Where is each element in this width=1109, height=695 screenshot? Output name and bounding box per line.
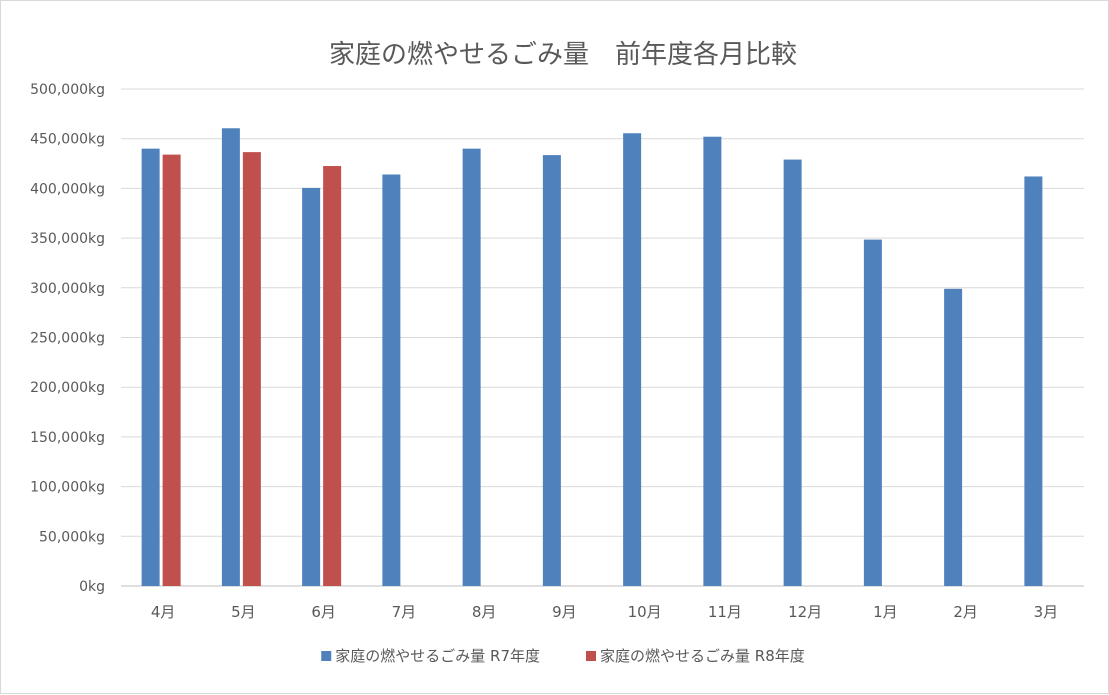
bar-series-1-5: [462, 148, 481, 586]
y-tick-label: 200,000kg: [30, 380, 105, 396]
bar-series-1-1: [141, 148, 160, 586]
chart-title: 家庭の燃やせるごみ量 前年度各月比較: [329, 40, 797, 70]
bar-series-1-4: [382, 174, 401, 586]
bar-series-1-3: [302, 187, 321, 586]
bar-series-2-3: [323, 166, 342, 586]
bar-series-1-10: [863, 239, 882, 586]
bars: [141, 128, 1043, 587]
legend-label: 家庭の燃やせるごみ量 R7年度: [335, 647, 540, 665]
y-tick-label: 350,000kg: [30, 231, 105, 247]
y-tick-label: 400,000kg: [30, 181, 105, 197]
y-tick-label: 100,000kg: [30, 480, 105, 496]
y-tick-label: 150,000kg: [30, 430, 105, 446]
y-tick-label: 50,000kg: [39, 529, 105, 545]
bar-series-1-6: [542, 155, 561, 586]
y-tick-label: 250,000kg: [30, 331, 105, 347]
legend-item: 家庭の燃やせるごみ量 R7年度: [321, 647, 540, 665]
x-tick-label: 10月: [628, 603, 662, 621]
bar-series-2-1: [162, 154, 181, 586]
y-tick-label: 500,000kg: [30, 82, 105, 98]
bar-series-2-2: [242, 152, 261, 586]
bar-series-1-2: [221, 128, 240, 586]
legend-swatch: [321, 651, 332, 661]
x-tick-label: 7月: [392, 603, 417, 621]
y-tick-label: 300,000kg: [30, 281, 105, 297]
x-tick-label: 9月: [552, 603, 577, 621]
x-tick-label: 4月: [151, 603, 176, 621]
x-tick-label: 2月: [953, 603, 978, 621]
bar-series-1-9: [783, 159, 802, 586]
x-tick-label: 12月: [788, 603, 822, 621]
y-tick-label: 450,000kg: [30, 132, 105, 148]
x-tick-label: 6月: [311, 603, 336, 621]
grid-lines: [121, 88, 1084, 587]
x-tick-label: 5月: [231, 603, 256, 621]
legend: 家庭の燃やせるごみ量 R7年度 家庭の燃やせるごみ量 R8年度: [321, 647, 805, 665]
y-tick-label: 0kg: [79, 579, 105, 595]
x-tick-label: 8月: [472, 603, 497, 621]
bar-series-1-7: [623, 133, 642, 586]
bar-series-1-12: [1024, 176, 1043, 587]
bar-series-1-8: [703, 136, 722, 586]
y-axis-tick-labels: 0kg 50,000kg 100,000kg 150,000kg 200,000kg 25…: [30, 82, 105, 595]
x-axis-tick-labels: 4月 5月 6月 7月 8月 9月 10月 11月 12月 1月 2月 3月: [151, 603, 1058, 621]
legend-item: 家庭の燃やせるごみ量 R8年度: [586, 647, 805, 665]
x-tick-label: 11月: [708, 603, 742, 621]
bar-series-1-11: [944, 288, 963, 586]
x-tick-label: 1月: [873, 603, 898, 621]
legend-swatch: [586, 651, 596, 661]
legend-label: 家庭の燃やせるごみ量 R8年度: [600, 647, 805, 665]
x-tick-label: 3月: [1034, 603, 1059, 621]
